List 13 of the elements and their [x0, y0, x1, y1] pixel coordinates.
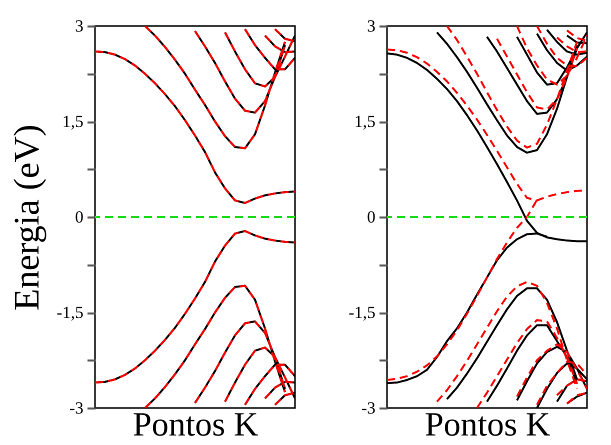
y-tick-label: -3	[69, 398, 84, 418]
y-tick-label: -1,5	[56, 303, 84, 322]
y-tick-label: 0	[75, 208, 84, 226]
y-tick-label: 3	[367, 16, 376, 36]
y-tick-label: 1,5	[62, 112, 84, 131]
x-axis-title: Pontos K	[424, 406, 551, 444]
y-axis-title: Energia (eV)	[6, 124, 47, 311]
y-tick-label: 3	[75, 16, 84, 36]
y-tick-label: -3	[361, 398, 376, 418]
y-tick-label: 0	[367, 208, 376, 226]
y-tick-label: -1,5	[348, 303, 376, 322]
y-tick-label: 1,5	[354, 112, 376, 131]
x-axis-title: Pontos K	[132, 406, 259, 444]
